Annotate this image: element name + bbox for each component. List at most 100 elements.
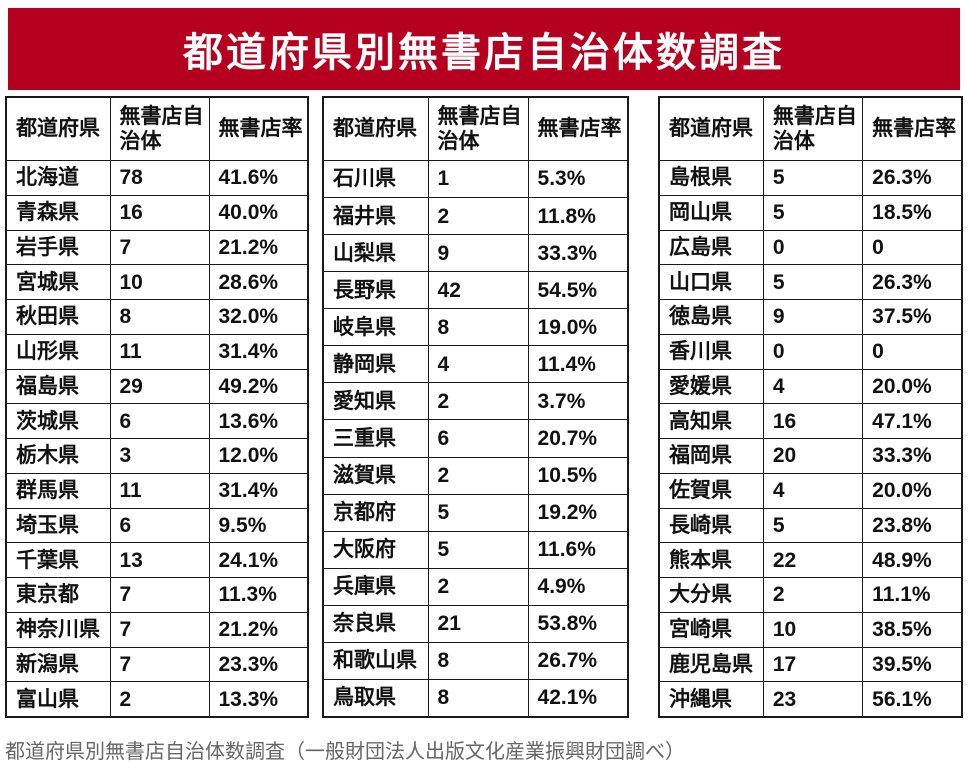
count-cell: 5 <box>764 195 864 230</box>
rate-cell: 32.0% <box>218 305 279 329</box>
table-row: 岩手県 7 21.2% <box>7 229 307 265</box>
count-cell: 2 <box>111 682 210 716</box>
table-row: 高知県 16 47.1% <box>660 403 961 438</box>
col-header-prefecture: 都道府県 <box>324 98 429 160</box>
prefecture-cell: 福島県 <box>7 369 111 404</box>
table-row: 福岡県 20 33.3% <box>660 438 961 473</box>
rate-cell: 19.2% <box>537 501 598 524</box>
rate-cell: 9.5% <box>218 513 267 537</box>
prefecture-cell: 福井県 <box>324 198 429 235</box>
count-cell: 8 <box>111 300 210 334</box>
page-title: 都道府県別無書店自治体数調査 <box>183 31 785 75</box>
rate-cell: 20.7% <box>537 426 598 450</box>
rate-cell: 56.1% <box>872 687 932 711</box>
rate-cell: 26.3% <box>872 270 932 294</box>
count-cell: 5 <box>764 265 864 299</box>
rate-cell: 12.0% <box>218 444 279 468</box>
rate-cell: 38.5% <box>872 618 932 642</box>
prefecture-cell: 千葉県 <box>7 543 111 577</box>
table-row: 石川県 1 5.3% <box>324 160 627 198</box>
prefecture-cell: 兵庫県 <box>324 568 429 605</box>
rate-cell: 37.5% <box>872 305 932 329</box>
count-cell: 4 <box>764 369 864 404</box>
table-row: 埼玉県 6 9.5% <box>7 507 307 543</box>
table-header: 都道府県 無書店自治体 無書店率 <box>7 98 307 160</box>
rate-cell: 41.6% <box>218 166 279 190</box>
prefecture-cell: 佐賀県 <box>660 473 764 508</box>
table-header: 都道府県 無書店自治体 無書店率 <box>324 98 627 160</box>
table-row: 山形県 11 31.4% <box>7 333 307 369</box>
table-row: 兵庫県 2 4.9% <box>324 567 627 605</box>
rate-cell: 49.2% <box>218 374 279 398</box>
count-cell: 8 <box>429 642 529 679</box>
table-row: 大分県 2 11.1% <box>660 577 961 612</box>
rate-cell: 20.0% <box>872 479 932 503</box>
rate-cell: 20.0% <box>872 374 932 398</box>
rate-cell: 11.1% <box>872 583 931 607</box>
count-cell: 2 <box>429 198 529 235</box>
rate-cell: 54.5% <box>537 278 598 302</box>
rate-cell: 33.3% <box>872 444 932 468</box>
col-header-count: 無書店自治体 <box>111 98 210 160</box>
count-cell: 20 <box>764 439 864 473</box>
table-row: 徳島県 9 37.5% <box>660 299 961 334</box>
rate-cell: 23.8% <box>872 513 932 537</box>
table-header: 都道府県 無書店自治体 無書店率 <box>660 98 961 160</box>
count-cell: 10 <box>764 612 864 647</box>
count-cell: 4 <box>764 473 864 508</box>
count-cell: 0 <box>764 230 864 265</box>
table-row: 長崎県 5 23.8% <box>660 507 961 543</box>
rate-cell: 0 <box>872 340 884 364</box>
table-row: 山口県 5 26.3% <box>660 264 961 299</box>
prefecture-cell: 栃木県 <box>7 439 111 473</box>
table-row: 宮崎県 10 38.5% <box>660 611 961 647</box>
count-cell: 5 <box>764 508 864 543</box>
count-cell: 9 <box>429 235 529 272</box>
count-cell: 7 <box>111 578 210 612</box>
table-row: 秋田県 8 32.0% <box>7 299 307 334</box>
rate-cell: 0 <box>872 235 884 259</box>
col-header-count: 無書店自治体 <box>429 98 529 160</box>
count-cell: 16 <box>764 404 864 438</box>
prefecture-cell: 秋田県 <box>7 300 111 334</box>
rate-cell: 13.3% <box>218 687 279 711</box>
table-body: 北海道 78 41.6% 青森県 16 40.0% 岩手県 7 21.2% 宮城県 10 28.6% 秋… <box>7 160 307 716</box>
count-cell: 5 <box>429 531 529 568</box>
count-cell: 2 <box>429 568 529 605</box>
rate-cell: 33.3% <box>537 241 598 265</box>
table-row: 北海道 78 41.6% <box>7 160 307 195</box>
rate-cell: 5.3% <box>537 167 586 191</box>
prefecture-cell: 群馬県 <box>7 473 111 508</box>
rate-cell: 10.5% <box>537 463 598 487</box>
rate-cell: 28.6% <box>218 270 279 294</box>
rate-cell: 39.5% <box>872 652 932 676</box>
count-cell: 2 <box>429 383 529 420</box>
table-row: 広島県 0 0 <box>660 229 961 265</box>
table-row: 愛媛県 4 20.0% <box>660 368 961 404</box>
table-row: 福井県 2 11.8% <box>324 197 627 235</box>
table-row: 京都府 5 19.2% <box>324 493 627 531</box>
table-row: 千葉県 13 24.1% <box>7 542 307 577</box>
table-row: 熊本県 22 48.9% <box>660 542 961 577</box>
rate-cell: 26.3% <box>872 166 932 190</box>
count-cell: 16 <box>111 195 210 230</box>
table-row: 宮城県 10 28.6% <box>7 264 307 299</box>
prefecture-cell: 青森県 <box>7 195 111 230</box>
count-cell: 11 <box>111 473 210 508</box>
count-cell: 8 <box>429 309 529 346</box>
rate-cell: 3.7% <box>537 389 586 413</box>
count-cell: 78 <box>111 161 210 195</box>
count-cell: 21 <box>429 605 529 642</box>
count-cell: 29 <box>111 369 210 404</box>
col-header-rate: 無書店率 <box>872 117 957 141</box>
table-row: 岐阜県 8 19.0% <box>324 308 627 346</box>
prefecture-cell: 奈良県 <box>324 605 429 642</box>
prefecture-cell: 茨城県 <box>7 404 111 438</box>
rate-cell: 11.6% <box>537 538 596 562</box>
prefecture-cell: 山梨県 <box>324 235 429 272</box>
prefecture-cell: 三重県 <box>324 420 429 457</box>
count-cell: 9 <box>764 300 864 334</box>
count-cell: 4 <box>429 346 529 383</box>
count-cell: 5 <box>764 161 864 195</box>
prefecture-cell: 埼玉県 <box>7 508 111 543</box>
